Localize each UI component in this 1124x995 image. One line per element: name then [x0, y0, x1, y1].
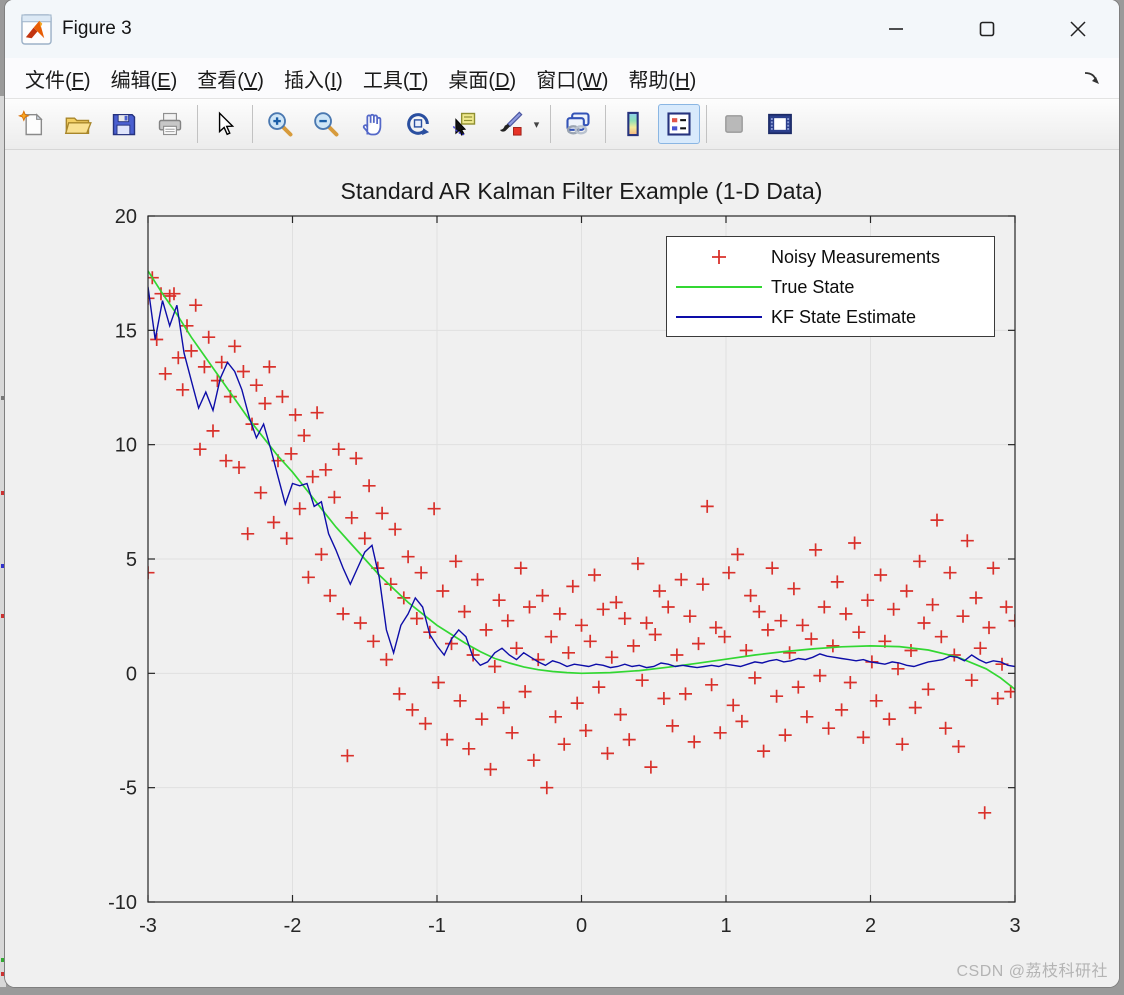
rotate-3d-icon [407, 113, 430, 136]
data-cursor-icon [452, 112, 476, 136]
menu-item-help[interactable]: 帮助(H) [628, 69, 697, 92]
toolbar: ▾ [5, 99, 1119, 150]
rotate-3d-button[interactable] [397, 104, 439, 144]
menu-item-tools[interactable]: 工具(T) [362, 69, 429, 92]
zoom-out-icon [314, 112, 339, 137]
toolbar-separator [197, 105, 198, 143]
true-state-line [148, 270, 1015, 690]
sliver-speck [1, 396, 5, 400]
x-tick-label: -3 [139, 915, 157, 937]
pan-button[interactable] [351, 104, 393, 144]
sliver-speck [1, 564, 5, 568]
legend-blue-line [667, 302, 771, 332]
show-plot-tools-button[interactable] [759, 104, 801, 144]
y-tick-label: 20 [115, 206, 137, 228]
toolbar-separator [550, 105, 551, 143]
open-file-button[interactable] [57, 104, 99, 144]
printer-icon [158, 112, 182, 136]
chart-title: Standard AR Kalman Filter Example (1-D D… [340, 178, 823, 204]
data-cursor-button[interactable] [443, 104, 485, 144]
cursor-arrow-icon [218, 111, 235, 136]
minimize-icon [889, 28, 903, 30]
menu-bar: 文件(F) 编辑(E) 查看(V) 插入(I) 工具(T) 桌面(D) 窗口(W… [5, 58, 1119, 99]
sliver-speck [1, 491, 5, 495]
x-tick-label: 1 [720, 915, 731, 937]
pan-hand-icon [362, 113, 382, 136]
window-title: Figure 3 [62, 18, 132, 39]
close-button[interactable] [1049, 0, 1107, 58]
toolbar-separator [605, 105, 606, 143]
sliver-speck [1, 972, 5, 976]
x-tick-label: -2 [284, 915, 302, 937]
matlab-logo-icon [21, 13, 52, 45]
x-tick-label: 0 [576, 915, 587, 937]
hide-plot-tools-icon [725, 115, 743, 133]
link-plot-icon [566, 112, 590, 135]
menu-item-file[interactable]: 文件(F) [25, 69, 91, 92]
x-tick-label: -1 [428, 915, 446, 937]
hide-plot-tools-button [713, 104, 755, 144]
menu-item-insert[interactable]: 插入(I) [283, 69, 343, 92]
y-tick-label: 0 [126, 663, 137, 685]
y-tick-label: -5 [119, 778, 137, 800]
link-plot-button[interactable] [557, 104, 599, 144]
window-controls [834, 0, 1119, 58]
toolbar-separator [252, 105, 253, 143]
y-tick-label: -10 [108, 892, 137, 914]
insert-legend-button[interactable] [658, 104, 700, 144]
kf-state-estimate-line [148, 286, 1015, 669]
close-icon [1070, 21, 1086, 37]
legend-label: True State [771, 276, 855, 297]
new-figure-button[interactable] [11, 104, 53, 144]
legend-row-measurements: Noisy Measurements [667, 242, 994, 272]
menu-overflow-icon[interactable] [1083, 69, 1101, 87]
zoom-out-button[interactable] [305, 104, 347, 144]
maximize-button[interactable] [958, 0, 1016, 58]
background-window-sliver [0, 96, 6, 987]
title-bar[interactable]: Figure 3 [5, 0, 1119, 58]
minimize-button[interactable] [867, 0, 925, 58]
noisy-measurements-markers [148, 271, 1015, 820]
legend-plus-marker [667, 242, 771, 272]
y-tick-label: 15 [115, 320, 137, 342]
y-tick-label: 10 [115, 435, 137, 457]
legend-green-line [667, 272, 771, 302]
colorbar-icon [627, 111, 639, 137]
brush-icon [500, 111, 523, 136]
figure-canvas[interactable]: -3 -2 -1 0 1 2 3 -10 -5 0 5 10 15 20 Standard AR Kalm… [5, 150, 1119, 987]
toolbar-separator [706, 105, 707, 143]
print-figure-button[interactable] [149, 104, 191, 144]
edit-plot-button[interactable] [204, 104, 246, 144]
zoom-in-button[interactable] [259, 104, 301, 144]
legend-box[interactable]: Noisy Measurements True State KF State E… [666, 236, 995, 337]
x-tick-label: 3 [1009, 915, 1020, 937]
legend-row-kf-estimate: KF State Estimate [667, 302, 994, 332]
new-figure-icon [18, 110, 43, 136]
menu-item-view[interactable]: 查看(V) [197, 69, 264, 92]
menu-item-window[interactable]: 窗口(W) [536, 69, 609, 92]
sliver-speck [1, 958, 5, 962]
sliver-speck [1, 614, 5, 618]
legend-label: KF State Estimate [771, 306, 917, 327]
zoom-in-icon [268, 112, 293, 137]
save-figure-button[interactable] [103, 104, 145, 144]
save-floppy-icon [112, 113, 136, 136]
figure-window: Figure 3 文件(F) 编辑(E) 查看(V) 插入(I) 工具(T) 桌… [5, 0, 1119, 987]
maximize-icon [979, 21, 995, 37]
insert-colorbar-button[interactable] [612, 104, 654, 144]
open-folder-icon [64, 117, 92, 135]
menu-item-edit[interactable]: 编辑(E) [110, 69, 178, 92]
menu-item-desktop[interactable]: 桌面(D) [448, 69, 517, 92]
legend-icon [667, 112, 691, 136]
y-tick-label: 5 [126, 549, 137, 571]
show-plot-tools-icon [768, 113, 792, 135]
legend-row-true-state: True State [667, 272, 994, 302]
brush-button[interactable] [489, 104, 531, 144]
legend-label: Noisy Measurements [771, 246, 941, 267]
brush-dropdown-button[interactable]: ▾ [533, 118, 540, 131]
watermark: CSDN @荔枝科研社 [956, 963, 1108, 980]
x-tick-label: 2 [865, 915, 876, 937]
